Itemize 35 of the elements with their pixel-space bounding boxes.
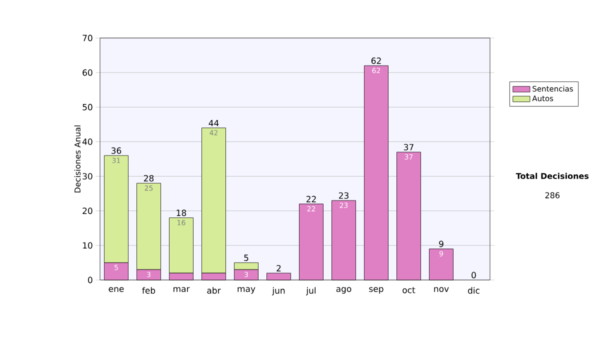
y-tick-label: 30 <box>82 173 92 180</box>
y-tick-label: 50 <box>82 104 92 110</box>
text: Total Decisiones <box>516 172 589 180</box>
total-label: 44 <box>208 120 219 126</box>
x-tick-label: dic <box>468 287 480 294</box>
x-tick-label: jul <box>306 287 316 296</box>
x-tick-label: ene <box>108 287 124 292</box>
x-tick-label: mar <box>174 287 190 292</box>
x-tick-label: ago <box>336 287 352 294</box>
x-tick-label: nov <box>434 287 449 292</box>
total-label: 2 <box>276 265 281 272</box>
y-tick-label: 20 <box>82 208 92 214</box>
y-tick-label: 10 <box>83 242 92 249</box>
x-tick-label: may <box>238 287 256 294</box>
y-tick-label: 60 <box>82 69 92 76</box>
x-tick-label: oct <box>402 287 416 294</box>
total-label: 28 <box>144 175 154 182</box>
x-tick-label: feb <box>142 287 156 294</box>
total-label: 18 <box>176 210 186 216</box>
total-label: 5 <box>244 254 248 262</box>
text: 286 <box>545 192 560 198</box>
total-label: 37 <box>404 144 414 150</box>
x-tick-label: sep <box>369 287 384 294</box>
x-tick-label: jun <box>272 287 285 296</box>
y-tick-label: 40 <box>82 138 92 145</box>
total-label: 22 <box>306 196 316 202</box>
total-label: 0 <box>472 272 476 278</box>
y-tick-label: 0 <box>88 276 92 284</box>
total-label: 36 <box>111 147 122 154</box>
total-label: 23 <box>338 192 348 199</box>
y-axis-title: Decisiones Anual <box>74 126 81 192</box>
y-tick-label: 70 <box>82 34 92 42</box>
total-label: 62 <box>371 58 381 64</box>
x-tick-label: abr <box>207 287 221 294</box>
total-label: 9 <box>439 240 444 248</box>
